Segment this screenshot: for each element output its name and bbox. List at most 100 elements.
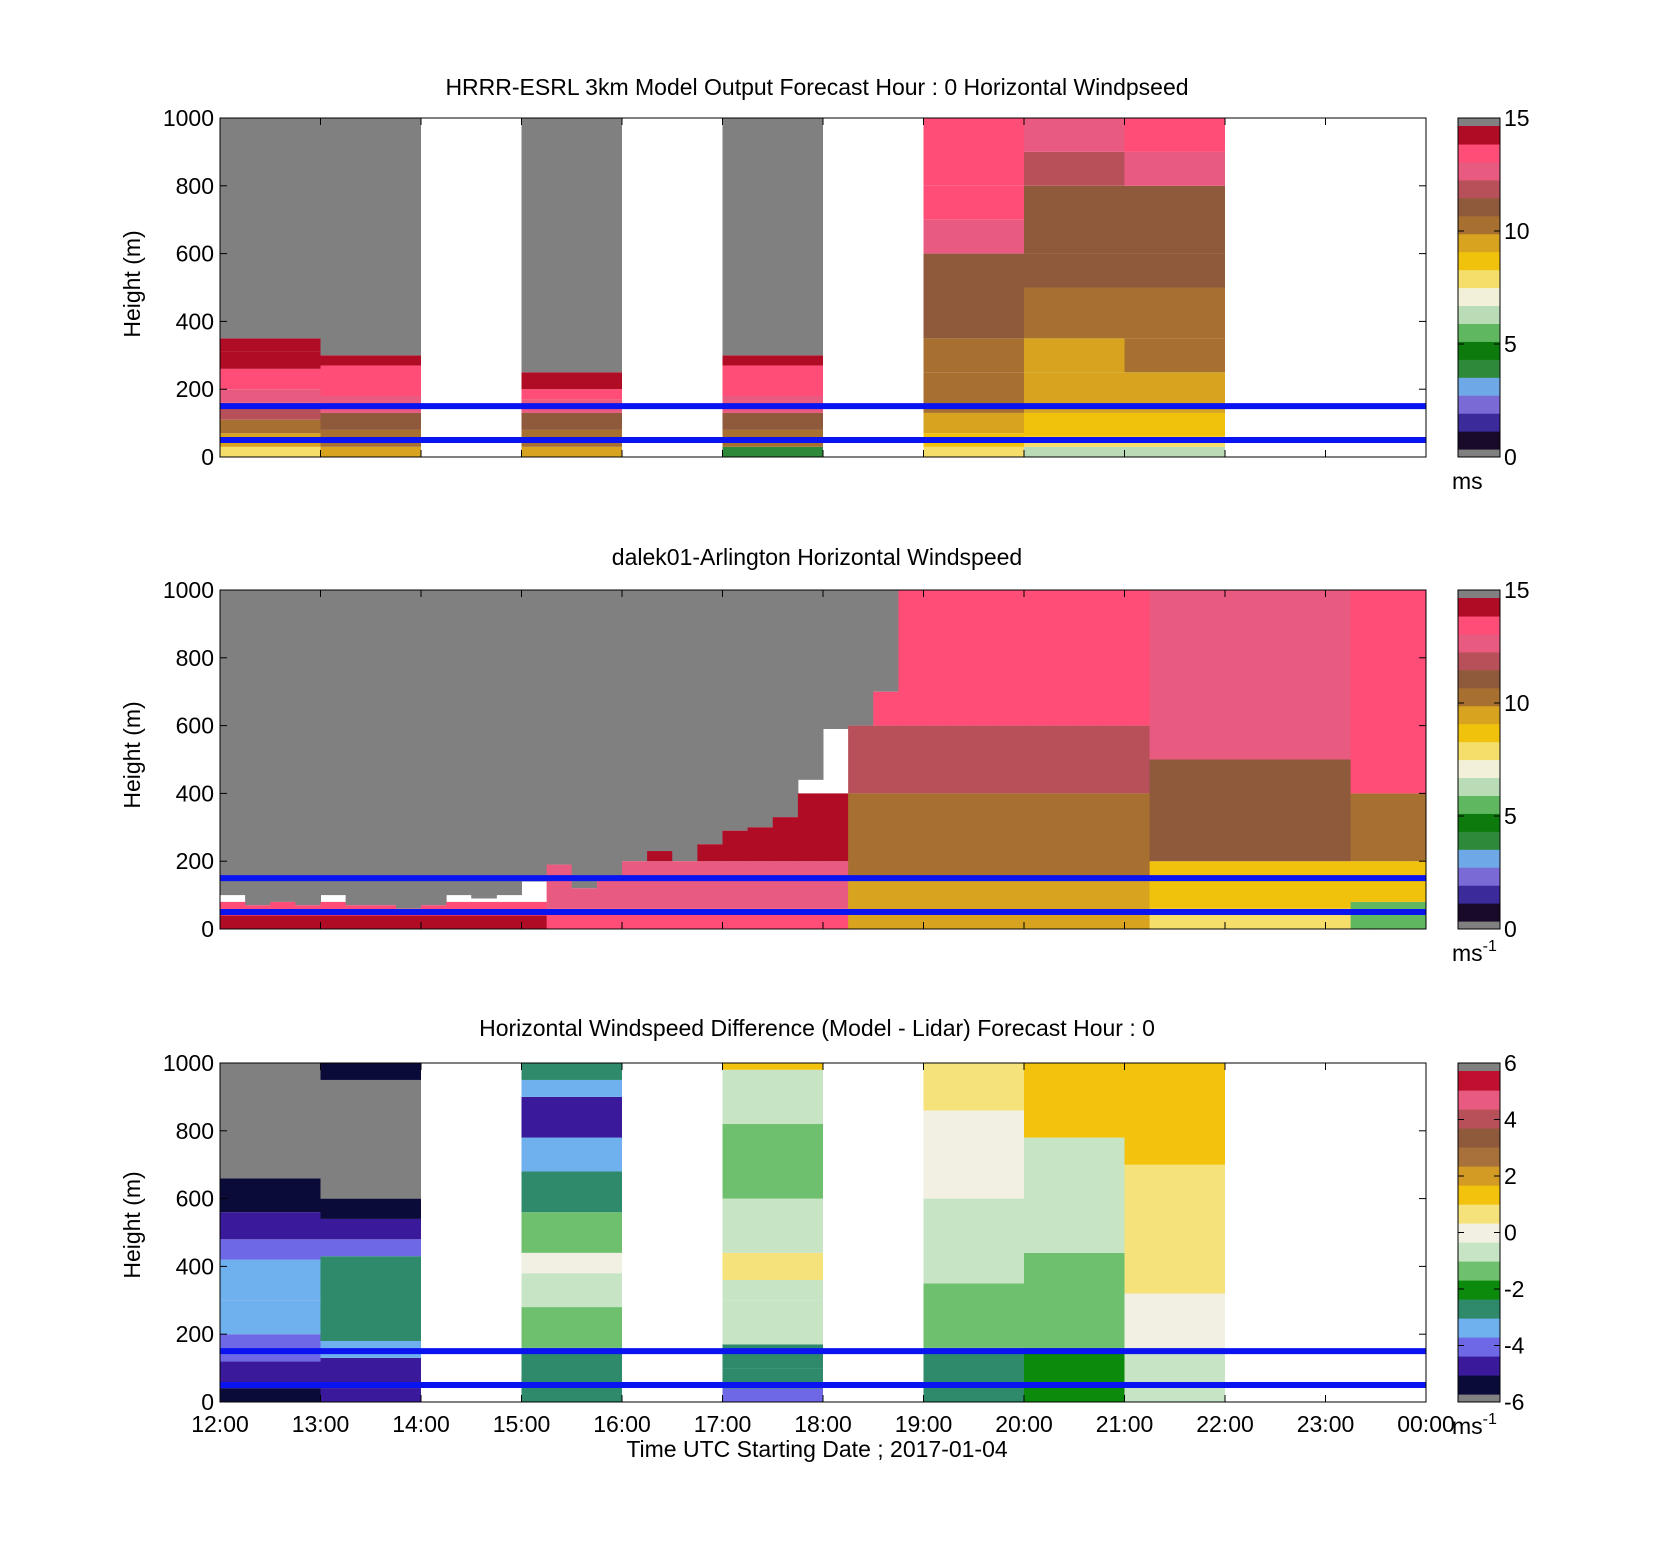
heatmap-cell — [923, 878, 950, 929]
heatmap-cell — [320, 1388, 421, 1402]
heatmap-cell — [1024, 1063, 1125, 1138]
heatmap-cell — [647, 851, 673, 862]
heatmap-cell — [220, 389, 321, 403]
heatmap-plot-area: 0 200 400 600 800 1000 12:00 13:00 14:00 15:00 16:… — [163, 1050, 1455, 1437]
heatmap-cell — [697, 844, 723, 862]
colorbar-frame — [1457, 589, 1501, 930]
heatmap-cell — [521, 446, 622, 457]
heatmap-cell — [596, 878, 623, 909]
colorbar: -6 -4 -2 0 2 4 6 ms-1 — [1452, 1050, 1525, 1439]
y-tick-label: 0 — [201, 916, 214, 942]
heatmap-missing-cell — [571, 590, 598, 889]
heatmap-missing-cell — [622, 590, 648, 862]
heatmap-cell — [923, 1063, 1024, 1111]
colorbar-swatch — [1458, 1261, 1500, 1281]
heatmap-cell — [923, 590, 950, 726]
colorbar-swatch — [1458, 287, 1500, 307]
heatmap-cell — [1400, 901, 1427, 929]
heatmap-cell — [571, 888, 598, 909]
heatmap-cell — [973, 793, 1000, 879]
heatmap-cell — [1275, 759, 1301, 862]
heatmap-cell — [521, 1137, 622, 1172]
heatmap-cell — [1250, 759, 1276, 862]
heatmap-cell — [1049, 793, 1075, 879]
y-tick-label: 800 — [176, 173, 214, 199]
heatmap-cell — [1024, 287, 1125, 339]
y-tick-label: 600 — [176, 241, 214, 267]
heatmap-cell — [998, 878, 1025, 929]
panel-title: Horizontal Windspeed Difference (Model -… — [479, 1015, 1155, 1041]
heatmap-missing-cell — [245, 590, 271, 906]
heatmap-cell — [1074, 725, 1100, 794]
heatmap-cell — [898, 793, 924, 879]
y-tick-label: 400 — [176, 1253, 214, 1279]
y-tick-label: 400 — [176, 780, 214, 806]
heatmap-cell — [1124, 151, 1225, 186]
colorbar-swatch — [1458, 1147, 1500, 1167]
heatmap-cell — [722, 1279, 823, 1301]
colorbar-swatch — [1458, 1280, 1500, 1300]
heatmap-cell — [722, 1124, 823, 1199]
heatmap-cell — [948, 725, 975, 794]
colorbar-swatch — [1458, 179, 1500, 199]
colorbar-swatch — [1458, 1185, 1500, 1205]
x-tick-label: 20:00 — [995, 1411, 1053, 1437]
heatmap-cell — [1250, 590, 1276, 760]
heatmap-missing-cell — [471, 590, 497, 899]
heatmap-cell — [496, 915, 522, 929]
heatmap-cell — [747, 861, 774, 909]
heatmap-cell — [220, 446, 321, 457]
heatmap-cell — [948, 878, 975, 929]
heatmap-cell — [722, 1388, 823, 1402]
heatmap-cell — [722, 1252, 823, 1280]
colorbar-swatch — [1458, 1337, 1500, 1357]
heatmap-cell — [295, 915, 321, 929]
colorbar-swatch — [1458, 598, 1500, 617]
heatmap-cell — [320, 412, 421, 430]
colorbar-swatch — [1458, 395, 1500, 414]
colorbar-tick-label: 0 — [1504, 1220, 1517, 1246]
heatmap-cell — [1225, 759, 1251, 862]
heatmap-cell — [1199, 590, 1226, 760]
heatmap-cell — [1024, 151, 1125, 186]
heatmap-cell — [1350, 861, 1377, 902]
colorbar-tick-label: 6 — [1504, 1050, 1517, 1076]
heatmap-cell — [471, 915, 497, 929]
heatmap-cell — [220, 915, 246, 929]
heatmap-cell — [1024, 725, 1050, 794]
heatmap-cell — [1124, 1347, 1225, 1402]
heatmap-cell — [923, 185, 1024, 220]
heatmap-cell — [1049, 878, 1075, 929]
colorbar-unit: ms-1 — [1452, 1411, 1497, 1439]
colorbar-tick-label: -2 — [1504, 1276, 1524, 1302]
colorbar-swatch — [1458, 741, 1500, 761]
heatmap-missing-cell — [697, 590, 723, 845]
heatmap-cell — [1275, 590, 1301, 760]
y-axis-label: Height (m) — [119, 230, 145, 337]
heatmap-cell — [873, 691, 899, 726]
heatmap-cell — [220, 1388, 321, 1402]
heatmap-cell — [521, 1171, 622, 1213]
heatmap-cell — [898, 725, 924, 794]
colorbar-swatch — [1458, 831, 1500, 850]
colorbar-tick-label: 10 — [1504, 690, 1530, 716]
heatmap-cell — [923, 287, 1024, 339]
heatmap-cell — [1074, 590, 1100, 726]
heatmap-cell — [1400, 793, 1427, 862]
heatmap-cell — [697, 861, 723, 909]
x-tick-label: 15:00 — [493, 1411, 551, 1437]
colorbar-tick-label: 0 — [1504, 916, 1517, 942]
heatmap-cell — [722, 1198, 823, 1253]
heatmap-missing-cell — [747, 590, 774, 828]
heatmap-cell — [1024, 185, 1125, 254]
heatmap-missing-cell — [421, 590, 447, 906]
colorbar-tick-label: -6 — [1504, 1389, 1524, 1415]
heatmap-cell — [320, 1079, 421, 1199]
heatmap-cell — [521, 1252, 622, 1274]
colorbar-swatch — [1458, 233, 1500, 253]
heatmap-cell — [220, 1334, 321, 1362]
heatmap-cell — [320, 118, 421, 356]
colorbar-tick-label: 5 — [1504, 803, 1517, 829]
heatmap-missing-cell — [270, 590, 296, 902]
colorbar-swatch — [1458, 431, 1500, 450]
